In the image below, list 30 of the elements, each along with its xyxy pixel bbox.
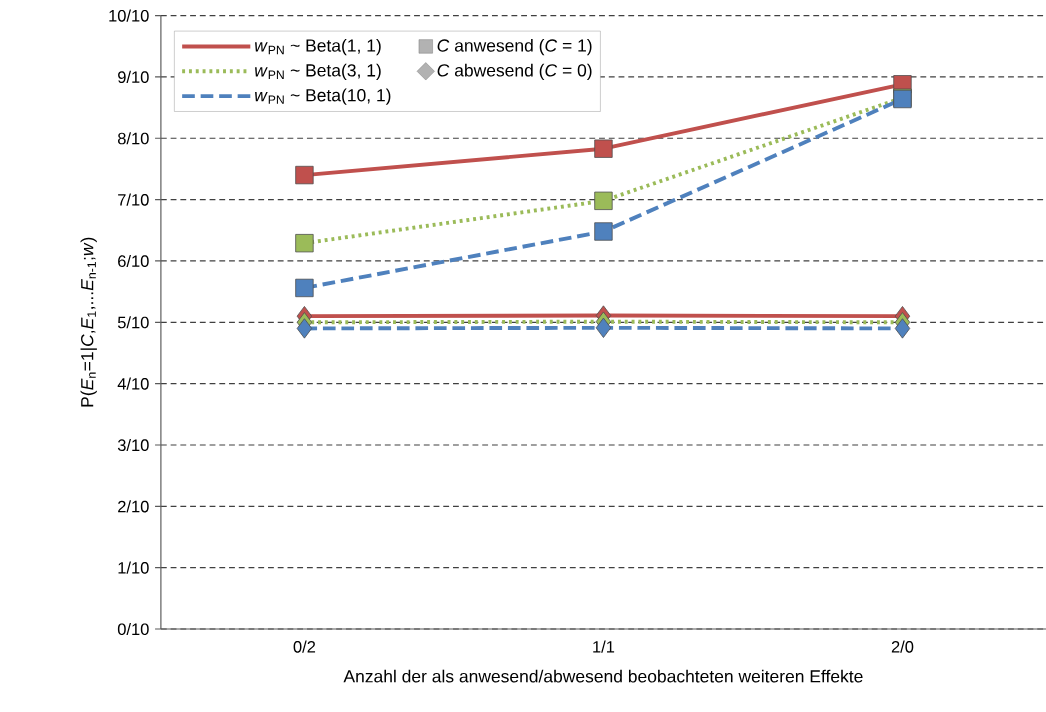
point [296,318,313,339]
y-tick-label: 3/10 [117,439,149,452]
point [295,166,314,185]
text: P(E$_{n}$=1|C,E$_{1}$,...E$_{n-1}$;w) [80,237,97,407]
point [594,191,613,211]
annotation: C anwesend (C = 1) [437,38,592,56]
point [894,318,911,339]
point [295,234,314,253]
y-tick-label: 9/10 [118,70,149,84]
y-tick-label: 8/10 [117,132,149,145]
x-axis-title: Anzahl der als anwesend/abwesend beobachteten weiteren Effekte [343,669,863,683]
y-tick-label: 10/10 [109,9,149,22]
y-tick-label: 5/10 [117,316,149,329]
legend-label: w$_{PN}$ ~ Beta(1, 1) [255,38,381,56]
y-tick-label: 2/10 [118,500,149,513]
y-tick-label: 0/10 [117,623,149,636]
point [295,278,314,298]
x-tick-label: 0/2 [293,640,316,653]
x-tick-label: 2/0 [891,640,914,653]
y-tick-label: 1/10 [118,561,149,574]
x-tick-label: 1/1 [593,640,615,653]
point [594,222,613,241]
y-tick-label: 7/10 [118,193,149,206]
annotation: C abwesend (C = 0) [437,63,592,81]
legend-label: w$_{PN}$ ~ Beta(3, 1) [255,63,381,81]
y-tick-label: 6/10 [118,255,149,268]
y-tick-label: 4/10 [117,377,149,390]
legend-label: w$_{PN}$ ~ Beta(10, 1) [255,88,391,105]
point [594,139,613,158]
point [595,317,612,339]
